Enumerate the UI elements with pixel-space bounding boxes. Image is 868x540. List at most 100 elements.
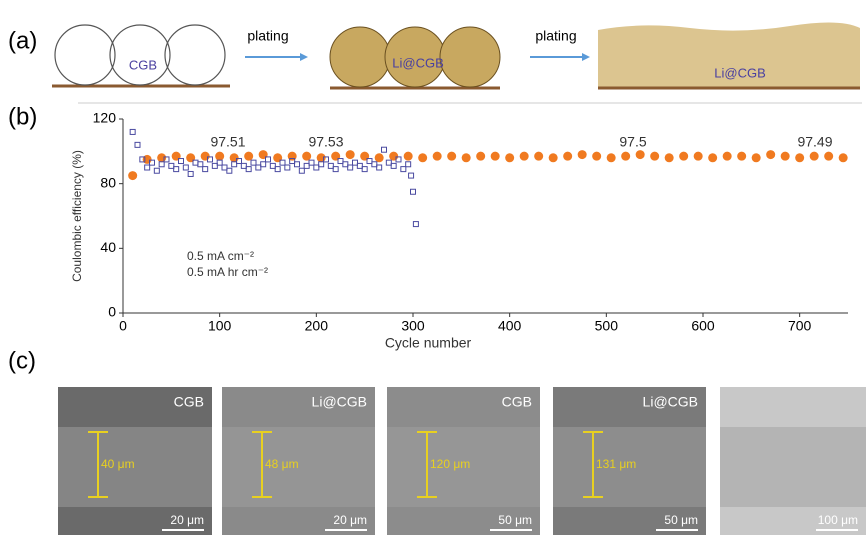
point (751, 153, 761, 163)
thickness-label: 131 μm (596, 457, 636, 471)
point (269, 162, 276, 169)
point (294, 161, 300, 168)
x-tick-label: 300 (401, 318, 425, 334)
point (134, 141, 141, 148)
point (274, 166, 281, 173)
x-axis-label: Cycle number (385, 335, 472, 351)
panel-label: (c) (8, 347, 36, 374)
point (142, 154, 152, 164)
point (173, 166, 180, 173)
point (345, 150, 355, 160)
image-label: CGB (129, 57, 157, 72)
point (385, 159, 392, 166)
image-title: CGB (174, 394, 204, 410)
point (316, 153, 326, 163)
point (390, 162, 397, 169)
x-tick-label: 200 (305, 318, 329, 334)
point (240, 162, 247, 169)
micrograph-texture (720, 427, 866, 507)
point (635, 150, 645, 160)
point (332, 166, 339, 173)
point (366, 158, 373, 165)
annotation: 97.49 (797, 134, 832, 150)
x-tick-label: 600 (691, 318, 715, 334)
point (258, 150, 268, 160)
micrograph-texture (222, 427, 375, 507)
scale-label: 20 μm (333, 513, 367, 527)
micrograph-texture (553, 427, 706, 507)
point (250, 159, 257, 166)
point (308, 159, 315, 166)
point (323, 156, 329, 163)
point (376, 164, 383, 171)
point (418, 153, 428, 163)
point (505, 153, 515, 163)
micrograph-texture (387, 427, 540, 507)
schematic (52, 22, 860, 90)
x-tick-label: 700 (788, 318, 812, 334)
point (403, 151, 413, 161)
panel-label: (b) (8, 103, 37, 130)
point (766, 150, 776, 160)
point (163, 156, 170, 163)
point (408, 172, 415, 179)
point (207, 156, 213, 163)
point (795, 153, 805, 163)
point (129, 128, 136, 135)
point (216, 159, 223, 166)
point (356, 162, 363, 169)
point (342, 161, 349, 168)
point (215, 151, 225, 161)
point (139, 156, 146, 163)
point (327, 162, 334, 169)
point (197, 161, 204, 168)
annotation: 0.5 mA hr cm⁻² (187, 265, 268, 279)
point (476, 151, 486, 161)
point (289, 158, 296, 165)
point (229, 153, 239, 163)
point (352, 159, 358, 166)
point (287, 151, 297, 161)
point (737, 151, 747, 161)
point (708, 153, 718, 163)
point (313, 164, 320, 171)
point (371, 161, 378, 168)
annotation: 97.51 (210, 134, 245, 150)
point (490, 151, 500, 161)
point (303, 162, 310, 169)
point (447, 151, 457, 161)
point (265, 156, 271, 163)
point (577, 150, 587, 160)
x-tick-label: 400 (498, 318, 522, 334)
point (186, 153, 196, 163)
point (592, 151, 602, 161)
point (244, 151, 254, 161)
point (563, 151, 573, 161)
point (461, 153, 471, 163)
point (157, 153, 167, 163)
point (202, 166, 209, 173)
x-tick-label: 0 (119, 318, 127, 334)
point (226, 167, 233, 174)
scale-label: 20 μm (170, 513, 204, 527)
point (245, 166, 252, 173)
point (168, 162, 175, 169)
point (400, 166, 407, 173)
image-title: Li@CGB (643, 394, 698, 410)
panel-label: (a) (8, 27, 37, 54)
thickness-label: 40 μm (101, 457, 135, 471)
point (128, 171, 138, 181)
thickness-label: 120 μm (430, 457, 470, 471)
point (412, 221, 419, 228)
point (298, 167, 305, 174)
point (395, 156, 402, 163)
point (149, 159, 155, 166)
y-axis-label: Coulombic efficiency (%) (70, 150, 84, 282)
scale-label: 50 μm (498, 513, 532, 527)
point (361, 166, 368, 173)
point (693, 151, 703, 161)
point (171, 151, 181, 161)
point (221, 164, 228, 171)
point (236, 158, 242, 165)
annotation: 97.53 (308, 134, 343, 150)
